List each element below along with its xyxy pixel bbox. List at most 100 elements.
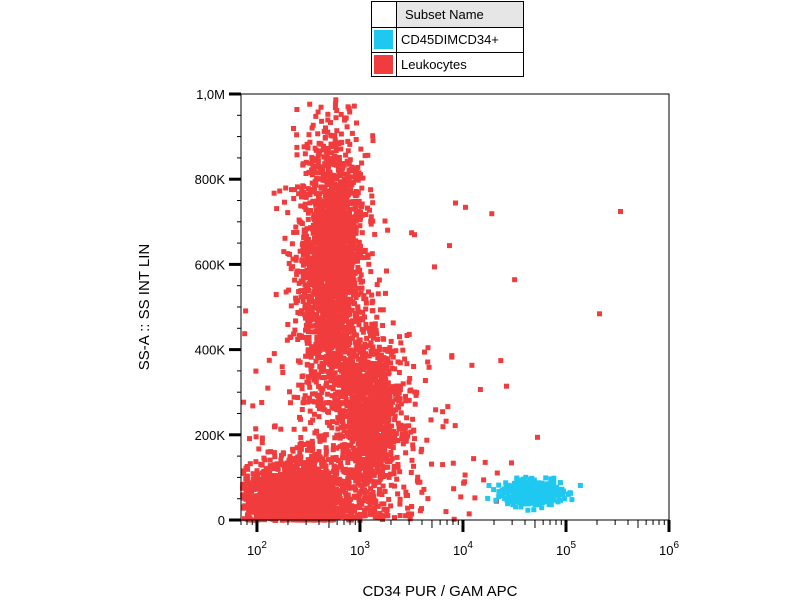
data-point <box>363 344 369 350</box>
data-point <box>330 183 335 188</box>
data-point <box>363 444 369 450</box>
data-point <box>370 387 376 393</box>
data-point <box>374 314 380 320</box>
data-point <box>324 267 330 273</box>
data-point <box>316 466 322 472</box>
data-point <box>360 380 366 386</box>
data-point <box>355 343 361 349</box>
data-point <box>338 464 344 470</box>
data-point <box>253 495 259 501</box>
data-point <box>325 322 331 327</box>
data-point <box>346 161 352 167</box>
data-point <box>313 373 319 379</box>
data-point <box>307 299 312 305</box>
data-point <box>338 131 344 137</box>
data-point <box>345 484 351 490</box>
data-point <box>313 488 319 494</box>
data-point <box>302 259 308 265</box>
data-point <box>387 345 393 351</box>
data-point <box>329 237 335 243</box>
data-point <box>346 434 352 440</box>
data-point <box>275 466 281 472</box>
data-point <box>303 315 308 321</box>
data-point <box>345 138 351 144</box>
data-point <box>278 509 284 515</box>
data-point <box>381 506 387 512</box>
data-point <box>367 502 373 508</box>
data-point <box>348 229 354 235</box>
data-point <box>374 423 380 429</box>
data-point <box>307 101 313 107</box>
data-point <box>345 255 351 261</box>
data-point <box>299 382 305 388</box>
data-point <box>333 455 339 460</box>
data-point <box>271 501 277 507</box>
data-point <box>337 211 343 217</box>
data-point <box>322 190 328 195</box>
data-point <box>330 281 336 286</box>
data-point <box>301 144 307 150</box>
data-point <box>308 366 314 372</box>
data-point <box>280 450 286 456</box>
data-point <box>323 125 328 131</box>
data-point <box>317 347 323 353</box>
data-point <box>309 180 315 186</box>
data-point <box>347 200 353 206</box>
data-point <box>369 308 375 314</box>
data-point <box>313 217 319 223</box>
data-point <box>325 457 331 463</box>
data-point <box>343 490 348 496</box>
data-point <box>316 201 322 207</box>
data-point <box>509 460 514 466</box>
data-point <box>349 485 355 490</box>
legend-item-cd45dimcd34[interactable]: CD45DIMCD34+ <box>372 27 523 53</box>
data-point <box>382 404 388 410</box>
data-point <box>328 172 334 178</box>
data-point <box>317 168 323 174</box>
data-point <box>339 514 344 520</box>
data-point <box>351 206 357 212</box>
data-point <box>347 329 353 335</box>
data-point <box>407 376 413 381</box>
data-point <box>318 247 324 253</box>
data-point <box>361 249 367 255</box>
data-point <box>300 298 306 304</box>
data-point <box>319 389 325 395</box>
data-point <box>368 333 373 339</box>
data-point <box>327 423 333 429</box>
data-point <box>329 296 334 301</box>
data-point <box>339 333 345 339</box>
data-point <box>319 206 324 212</box>
data-point <box>317 336 323 342</box>
data-point <box>369 461 375 467</box>
data-point <box>419 489 425 495</box>
data-point <box>307 408 313 414</box>
data-point <box>368 426 374 432</box>
data-point <box>368 441 374 447</box>
data-point <box>302 151 308 157</box>
data-point <box>311 269 317 275</box>
data-point <box>311 481 317 487</box>
data-point <box>346 472 352 478</box>
data-point <box>351 283 357 289</box>
data-point <box>489 211 495 217</box>
data-point <box>377 307 383 313</box>
data-point <box>466 511 472 517</box>
data-point <box>320 204 326 209</box>
data-point <box>322 296 327 302</box>
data-point <box>342 413 348 419</box>
data-point <box>328 459 334 465</box>
data-point <box>267 457 273 463</box>
data-point <box>356 469 362 475</box>
data-point <box>399 431 405 437</box>
data-point <box>285 210 291 216</box>
data-point <box>317 197 323 203</box>
data-point <box>349 307 355 313</box>
legend-item-leukocytes[interactable]: Leukocytes <box>372 52 523 77</box>
data-point <box>329 188 335 193</box>
data-point <box>380 323 386 328</box>
data-point <box>332 473 338 479</box>
data-point <box>341 479 347 485</box>
data-point <box>335 361 341 367</box>
data-point <box>334 352 340 358</box>
